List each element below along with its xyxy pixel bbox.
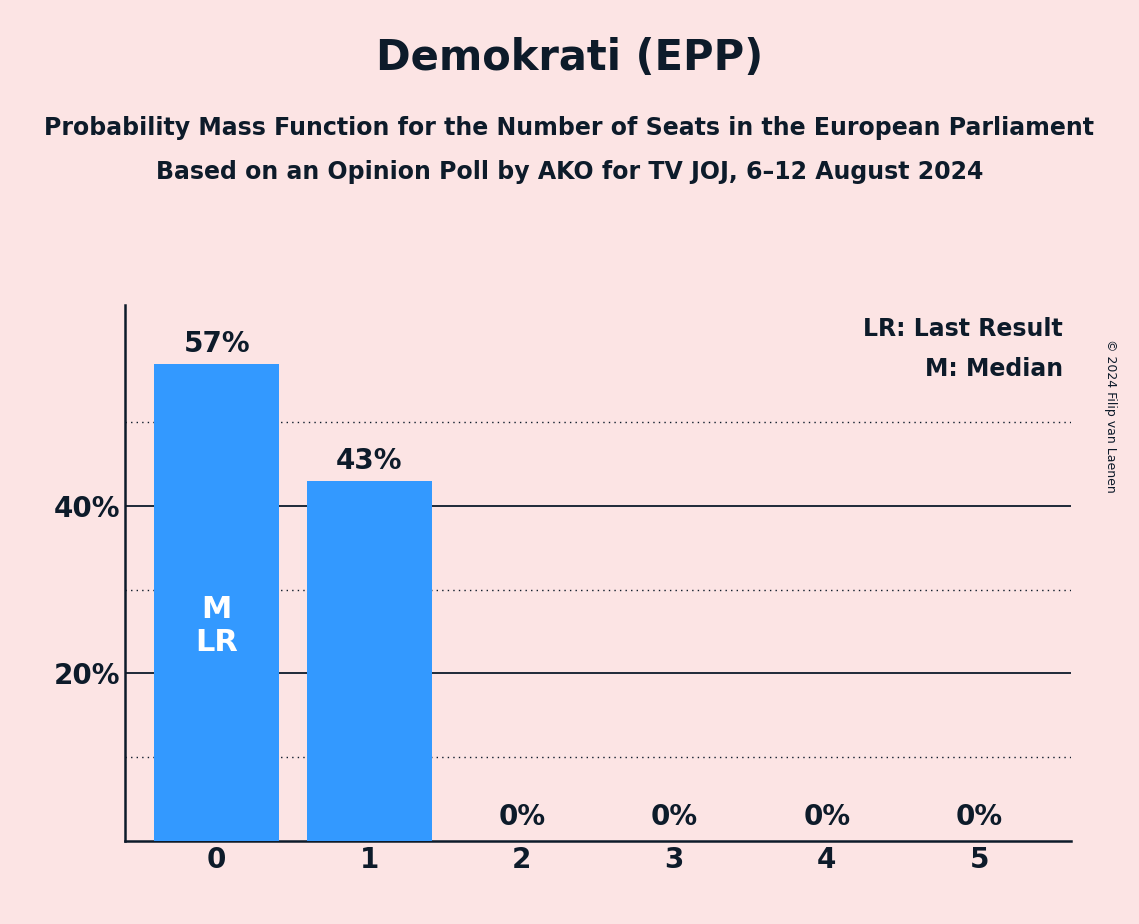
Text: M: Median: M: Median — [925, 357, 1063, 381]
Text: Demokrati (EPP): Demokrati (EPP) — [376, 37, 763, 79]
Text: © 2024 Filip van Laenen: © 2024 Filip van Laenen — [1104, 339, 1117, 492]
Text: Based on an Opinion Poll by AKO for TV JOJ, 6–12 August 2024: Based on an Opinion Poll by AKO for TV J… — [156, 160, 983, 184]
Text: 0%: 0% — [803, 803, 850, 831]
Text: 0%: 0% — [498, 803, 546, 831]
Text: LR: Last Result: LR: Last Result — [863, 318, 1063, 342]
Text: 43%: 43% — [336, 447, 402, 475]
Text: M
LR: M LR — [196, 595, 238, 657]
Text: 0%: 0% — [650, 803, 698, 831]
Bar — [306, 480, 432, 841]
Text: Probability Mass Function for the Number of Seats in the European Parliament: Probability Mass Function for the Number… — [44, 116, 1095, 140]
Text: 0%: 0% — [956, 803, 1002, 831]
Text: 57%: 57% — [183, 330, 251, 358]
Bar — [154, 363, 279, 841]
